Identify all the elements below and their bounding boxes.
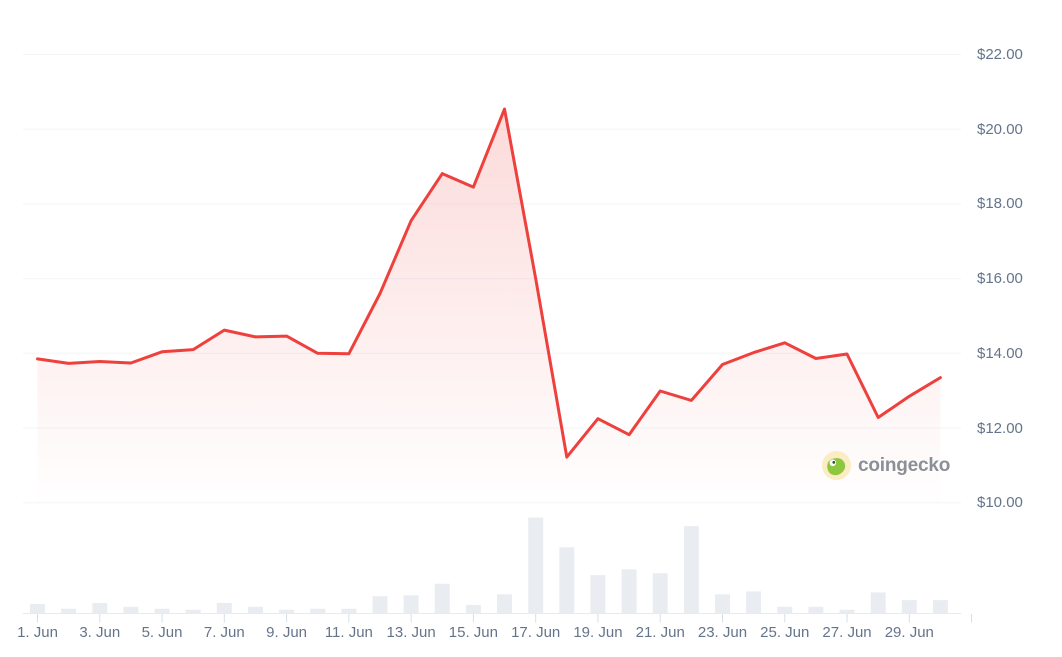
- volume-bar: [839, 609, 855, 614]
- volume-bar: [901, 600, 917, 614]
- volume-bar: [652, 573, 668, 614]
- x-axis-tick-label: 3. Jun: [79, 624, 121, 641]
- x-axis-tick-label: 21. Jun: [635, 624, 685, 641]
- x-axis-tick-label: 29. Jun: [884, 624, 934, 641]
- y-axis-tick-label: $22.00: [977, 46, 1023, 63]
- volume-bar: [154, 608, 170, 614]
- y-axis-tick-label: $10.00: [977, 494, 1023, 512]
- volume-bar: [590, 575, 606, 614]
- volume-bar: [621, 569, 637, 614]
- volume-bar: [216, 602, 232, 614]
- coingecko-logo-icon: [822, 451, 851, 480]
- x-axis-tick-label: 23. Jun: [697, 624, 748, 641]
- x-axis-tick-label: 9. Jun: [266, 624, 308, 641]
- volume-bar: [92, 602, 108, 614]
- volume-bar: [746, 591, 762, 614]
- x-axis-tick-label: 11. Jun: [324, 624, 373, 641]
- x-axis-tick-label: 17. Jun: [511, 624, 561, 641]
- volume-bar: [310, 608, 326, 614]
- y-axis-tick-label: $16.00: [977, 270, 1023, 288]
- volume-bar: [61, 608, 77, 614]
- y-axis-tick-label: $20.00: [977, 120, 1023, 138]
- x-axis-tick-label: 27. Jun: [822, 624, 872, 641]
- volume-bar: [528, 517, 544, 614]
- volume-bar: [777, 606, 793, 614]
- y-axis-tick-label: $14.00: [977, 344, 1023, 362]
- volume-bar: [870, 592, 886, 614]
- volume-bar: [932, 600, 948, 614]
- x-axis-tick-label: 13. Jun: [386, 624, 436, 641]
- volume-bar: [30, 603, 45, 614]
- volume-bar: [341, 608, 357, 614]
- x-axis-tick-label: 19. Jun: [573, 624, 623, 641]
- x-axis-tick-label: 5. Jun: [141, 624, 183, 641]
- price-line: [36, 107, 942, 459]
- volume-bar: [434, 583, 450, 614]
- volume-bar: [808, 606, 824, 614]
- coingecko-watermark: coingecko: [822, 451, 950, 480]
- x-axis-tick-label: 25. Jun: [760, 624, 810, 641]
- volume-bar: [279, 609, 295, 614]
- volume-bar: [715, 594, 730, 614]
- coingecko-logo-text: coingecko: [858, 454, 951, 476]
- x-axis-tick-label: 15. Jun: [448, 624, 498, 641]
- volume-bar: [403, 595, 419, 614]
- y-axis-tick-label: $12.00: [977, 419, 1023, 437]
- volume-bar: [683, 526, 699, 614]
- volume-bar: [372, 596, 388, 614]
- y-axis-tick-label: $18.00: [977, 195, 1023, 213]
- price-area-fill: [37, 109, 941, 507]
- volume-bar: [559, 547, 575, 614]
- x-axis-tick-label: 1. Jun: [17, 624, 58, 641]
- volume-bar: [248, 606, 263, 614]
- volume-bar: [465, 604, 481, 614]
- volume-bar: [185, 609, 201, 614]
- x-axis-tick-label: 7. Jun: [203, 624, 245, 641]
- volume-bar: [123, 606, 139, 614]
- volume-bar: [497, 594, 512, 614]
